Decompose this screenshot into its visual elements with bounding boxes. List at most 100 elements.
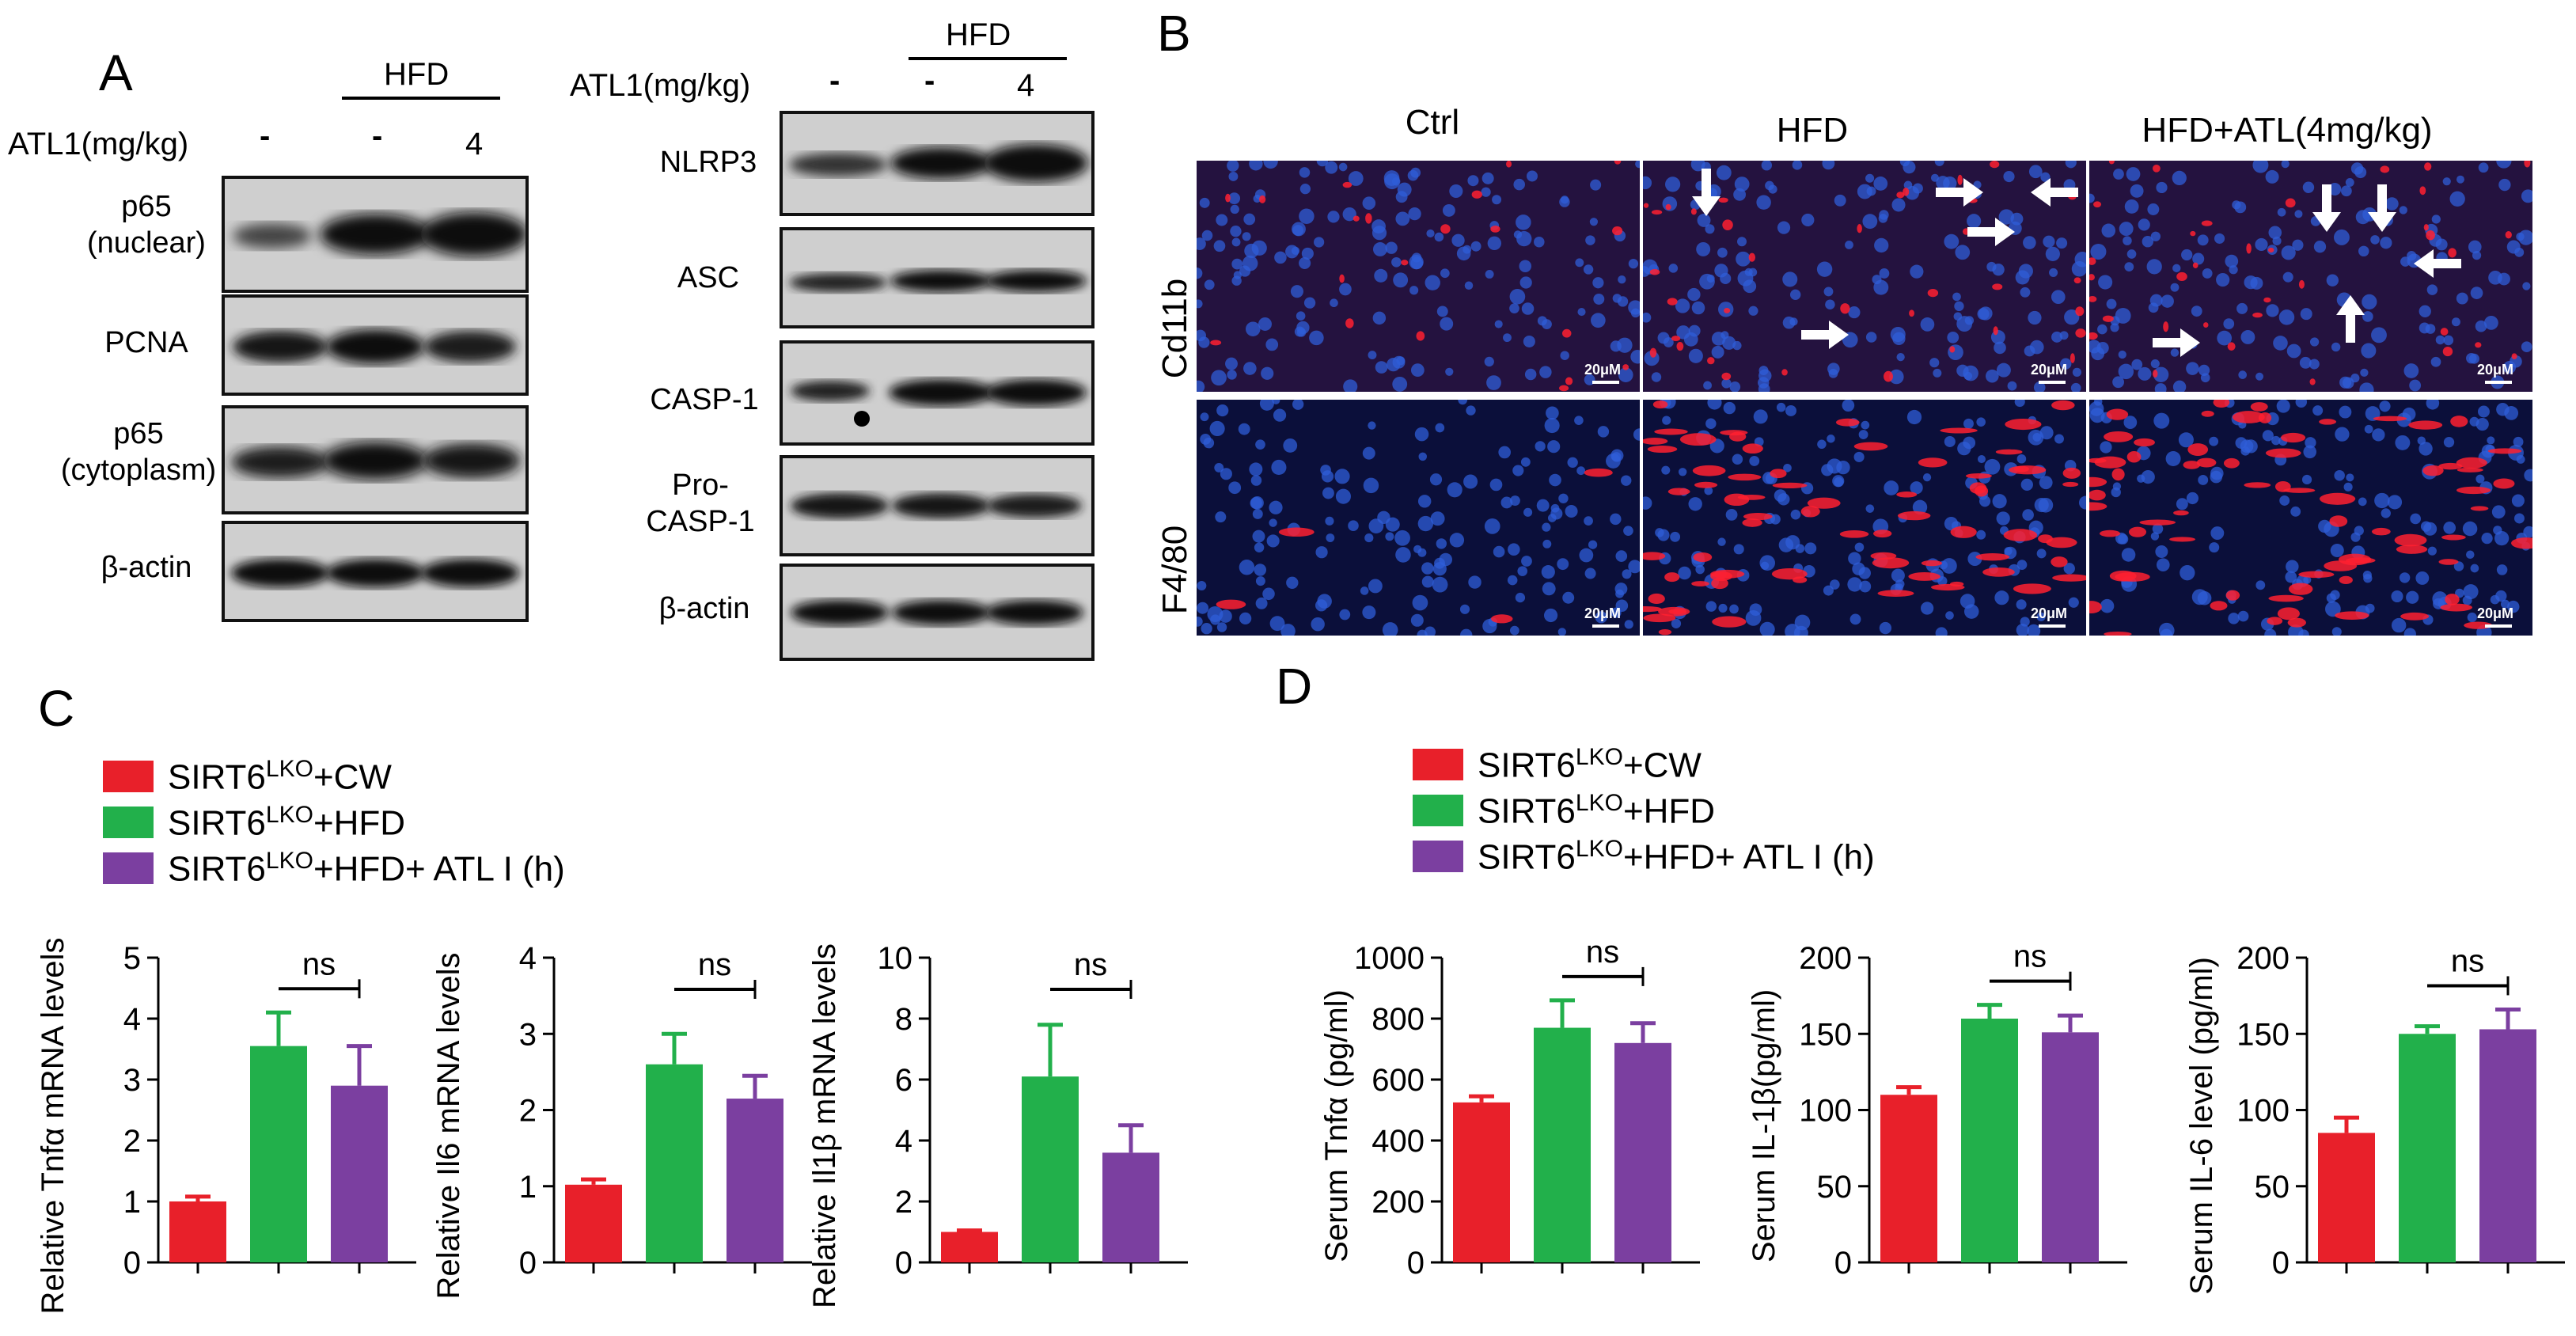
c-legend-item-1: SIRT6LKO+HFD bbox=[103, 802, 405, 844]
d-legend-text-0: SIRT6LKO+CW bbox=[1478, 744, 1702, 785]
c1-ytick-label-1: 1 bbox=[123, 1185, 141, 1220]
micro-col-ctrl: Ctrl bbox=[1405, 103, 1460, 142]
d-legend-swatch-0 bbox=[1413, 749, 1463, 781]
lane-mark-left-3: 4 bbox=[465, 127, 484, 161]
blot-casp1 bbox=[780, 340, 1095, 446]
blot-label-beta-actin-left: β-actin bbox=[101, 551, 192, 584]
scale-bar-label-1: 20μM bbox=[2031, 362, 2067, 378]
blot-label-pcna: PCNA bbox=[104, 326, 188, 359]
d1-bar-0 bbox=[1453, 1102, 1510, 1262]
d-legend-swatch-2 bbox=[1413, 841, 1463, 873]
d3-ytick-label-0: 0 bbox=[2272, 1246, 2290, 1281]
arrow-icon bbox=[2153, 328, 2200, 357]
blot-asc bbox=[780, 227, 1095, 328]
scale-bar-3 bbox=[1592, 624, 1619, 628]
hfd-label-left: HFD bbox=[384, 57, 450, 92]
blot-label-beta-actin-right: β-actin bbox=[658, 592, 750, 625]
blot-pro-casp1 bbox=[780, 455, 1095, 556]
c-legend-swatch-1 bbox=[103, 807, 154, 839]
d-legend-item-2: SIRT6LKO+HFD+ ATL I (h) bbox=[1413, 836, 1875, 878]
c1-sig-label: ns bbox=[302, 947, 336, 981]
d-legend-item-0: SIRT6LKO+CW bbox=[1413, 744, 1702, 786]
d2-ylabel: Serum IL-1β(pg/ml) bbox=[1747, 989, 1781, 1262]
panel-d-letter: D bbox=[1276, 658, 1313, 715]
c-legend-item-0: SIRT6LKO+CW bbox=[103, 756, 392, 798]
c2-sig-label: ns bbox=[698, 947, 731, 982]
c2-ytick-label-1: 1 bbox=[519, 1170, 537, 1205]
lane-mark-right-2: - bbox=[924, 63, 935, 98]
c-legend-text-0: SIRT6LKO+CW bbox=[168, 756, 392, 797]
micro-col-hfd: HFD bbox=[1776, 111, 1849, 150]
d-legend-swatch-1 bbox=[1413, 795, 1463, 827]
d1-bar-1 bbox=[1534, 1027, 1591, 1262]
lane-mark-left-2: - bbox=[372, 119, 383, 154]
c3-ylabel: Relative Il1β mRNA levels bbox=[807, 943, 842, 1308]
c3-bar-0 bbox=[941, 1232, 998, 1262]
c-legend-item-2: SIRT6LKO+HFD+ ATL I (h) bbox=[103, 848, 565, 890]
c1-ytick-label-3: 3 bbox=[123, 1063, 141, 1098]
arrow-icon bbox=[2312, 184, 2341, 232]
micrograph-r1-c2: 20μM bbox=[2089, 400, 2532, 636]
c2-ylabel: Relative Il6 mRNA levels bbox=[431, 953, 466, 1300]
d2-bar-0 bbox=[1880, 1095, 1937, 1262]
d-legend-text-2: SIRT6LKO+HFD+ ATL I (h) bbox=[1478, 836, 1875, 877]
atl-label-right: ATL1(mg/kg) bbox=[570, 68, 751, 103]
lane-mark-right-1: - bbox=[829, 63, 840, 98]
micro-col-hfd-atl: HFD+ATL(4mg/kg) bbox=[2142, 111, 2433, 150]
c3-ytick-label-3: 6 bbox=[895, 1063, 912, 1098]
arrow-icon bbox=[2368, 184, 2396, 232]
scale-bar-label-3: 20μM bbox=[1584, 605, 1621, 621]
c1-ytick-label-5: 5 bbox=[123, 941, 141, 976]
c2-bar-1 bbox=[646, 1064, 703, 1262]
hfd-label-right: HFD bbox=[946, 17, 1011, 52]
d3-bar-0 bbox=[2318, 1133, 2375, 1262]
blot-label-nlrp3: NLRP3 bbox=[659, 146, 757, 179]
d1-ytick-label-2: 400 bbox=[1371, 1124, 1425, 1159]
blot-label-pro-casp1: Pro- CASP-1 bbox=[646, 469, 755, 538]
d3-ytick-label-4: 200 bbox=[2236, 941, 2290, 976]
panel-c-letter: C bbox=[38, 680, 75, 737]
scale-bar-label-0: 20μM bbox=[1584, 362, 1621, 378]
d2-ytick-label-4: 200 bbox=[1799, 941, 1852, 976]
atl-label-left: ATL1(mg/kg) bbox=[8, 127, 189, 161]
c-legend-text-2: SIRT6LKO+HFD+ ATL I (h) bbox=[168, 848, 565, 889]
c1-bar-2 bbox=[331, 1085, 388, 1262]
d3-bar-1 bbox=[2399, 1034, 2456, 1262]
micrograph-r0-c1: 20μM bbox=[1643, 161, 2086, 392]
c3-ytick-label-5: 10 bbox=[878, 941, 913, 976]
micrograph-r0-c2: 20μM bbox=[2089, 161, 2532, 392]
c3-bar-1 bbox=[1022, 1076, 1079, 1262]
scale-bar-label-4: 20μM bbox=[2031, 605, 2067, 621]
c2-ytick-label-2: 2 bbox=[519, 1094, 537, 1129]
d-legend-text-1: SIRT6LKO+HFD bbox=[1478, 790, 1716, 831]
c1-ylabel: Relative Tnfα mRNA levels bbox=[36, 938, 70, 1315]
c1-ytick-label-4: 4 bbox=[123, 1002, 141, 1037]
blot-p65-nuclear bbox=[222, 176, 529, 293]
c2-ytick-label-3: 3 bbox=[519, 1017, 537, 1052]
d3-sig-label: ns bbox=[2451, 943, 2484, 978]
blot-beta-actin-left bbox=[222, 521, 529, 622]
c1-ytick-label-2: 2 bbox=[123, 1124, 141, 1159]
micro-grid: 20μM 20μM 20μM 20μM 20μM 20μM bbox=[1197, 161, 2532, 636]
c-legend-swatch-2 bbox=[103, 852, 154, 885]
arrow-icon bbox=[1692, 169, 1720, 216]
d1-ytick-label-5: 1000 bbox=[1354, 941, 1425, 976]
scale-bar-0 bbox=[1592, 381, 1619, 384]
panel-b-letter: B bbox=[1157, 5, 1191, 62]
d2-bar-2 bbox=[2042, 1032, 2099, 1262]
scale-bar-1 bbox=[2039, 381, 2066, 384]
micrograph-r0-c0: 20μM bbox=[1197, 161, 1640, 392]
c3-ytick-label-1: 2 bbox=[895, 1185, 912, 1220]
c-legend-swatch-0 bbox=[103, 761, 154, 793]
c2-ytick-label-0: 0 bbox=[519, 1246, 537, 1281]
lane-mark-right-3: 4 bbox=[1017, 68, 1035, 103]
c3-ytick-label-0: 0 bbox=[895, 1246, 912, 1281]
d3-ytick-label-2: 100 bbox=[2236, 1094, 2290, 1129]
c2-ytick-label-4: 4 bbox=[519, 941, 537, 976]
d1-sig-label: ns bbox=[1586, 935, 1619, 970]
d2-ytick-label-0: 0 bbox=[1834, 1246, 1852, 1281]
blot-label-p65-nuclear: p65 (nuclear) bbox=[87, 190, 206, 260]
arrow-icon bbox=[1801, 321, 1849, 349]
d2-ytick-label-2: 100 bbox=[1799, 1094, 1852, 1129]
